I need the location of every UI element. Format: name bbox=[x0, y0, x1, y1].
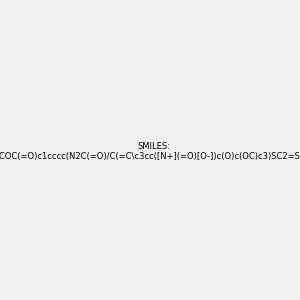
Text: SMILES:
CCOC(=O)c1cccc(N2C(=O)/C(=C\c3cc([N+](=O)[O-])c(O)c(OC)c3)SC2=S)c1: SMILES: CCOC(=O)c1cccc(N2C(=O)/C(=C\c3cc… bbox=[0, 142, 300, 161]
